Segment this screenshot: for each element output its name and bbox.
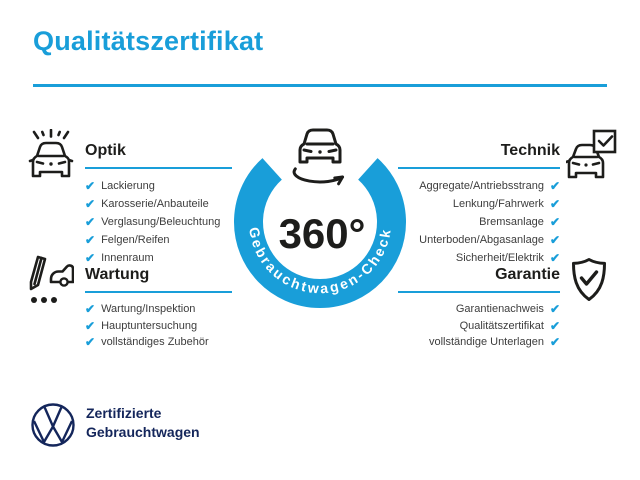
- list-item: Garantienachweis ✔: [398, 301, 560, 318]
- section-technik: Technik Aggregate/Antriebsstrang ✔ Lenkun…: [398, 142, 560, 267]
- vw-logo: [31, 403, 75, 447]
- check-icon: ✔: [85, 179, 96, 193]
- brand-claim: Zertifizierte Gebrauchtwagen: [86, 404, 200, 442]
- list-item: ✔ Karosserie/Anbauteile: [85, 195, 232, 213]
- list-item: Aggregate/Antriebsstrang ✔: [398, 177, 560, 195]
- car-checkbox-icon: [566, 129, 617, 179]
- list-item: ✔ Innenraum: [85, 249, 232, 267]
- item-label: Sicherheit/Elektrik: [455, 252, 544, 264]
- check-icon: ✔: [549, 251, 560, 265]
- section-garantie: Garantie Garantienachweis ✔ Qualitätszert…: [398, 266, 560, 351]
- item-label: Felgen/Reifen: [101, 234, 170, 246]
- item-label: vollständige Unterlagen: [428, 336, 544, 349]
- list-item: ✔ Wartung/Inspektion: [85, 301, 232, 318]
- check-icon: ✔: [549, 197, 560, 211]
- header-divider: [33, 84, 607, 87]
- list-item: ✔ Hauptuntersuchung: [85, 318, 232, 335]
- check-icon: ✔: [549, 233, 560, 247]
- section-title-optik: Optik: [85, 142, 232, 169]
- section-optik: Optik ✔ Lackierung ✔ Karosserie/Anbauteile…: [85, 142, 232, 267]
- wartung-item-list: ✔ Wartung/Inspektion ✔ Hauptuntersuchung ✔…: [85, 301, 232, 351]
- check-icon: ✔: [549, 179, 560, 193]
- checklist-pencil-car-icon: [29, 255, 74, 303]
- item-label: Garantienachweis: [455, 303, 544, 316]
- item-label: Hauptuntersuchung: [101, 319, 198, 332]
- check-icon: ✔: [85, 302, 96, 317]
- rotating-car-icon: [292, 128, 344, 186]
- section-wartung: Wartung ✔ Wartung/Inspektion ✔ Hauptunters…: [85, 266, 232, 351]
- item-label: Innenraum: [101, 252, 154, 264]
- check-icon: ✔: [549, 318, 560, 333]
- check-icon: ✔: [549, 215, 560, 229]
- section-title-wartung: Wartung: [85, 266, 232, 293]
- check-icon: ✔: [85, 197, 96, 211]
- item-label: Wartung/Inspektion: [101, 303, 196, 316]
- list-item: Lenkung/Fahrwerk ✔: [398, 195, 560, 213]
- badge-value: 360°: [279, 210, 366, 257]
- list-item: ✔ Felgen/Reifen: [85, 231, 232, 249]
- shiny-car-icon: [28, 129, 74, 178]
- list-item: Bremsanlage ✔: [398, 213, 560, 231]
- item-label: Unterboden/Abgasanlage: [419, 234, 544, 246]
- check-icon: ✔: [85, 318, 96, 333]
- list-item: Sicherheit/Elektrik ✔: [398, 249, 560, 267]
- garantie-item-list: Garantienachweis ✔ Qualitätszertifikat ✔ v…: [398, 301, 560, 351]
- list-item: Unterboden/Abgasanlage ✔: [398, 231, 560, 249]
- list-item: vollständige Unterlagen ✔: [398, 334, 560, 351]
- optik-item-list: ✔ Lackierung ✔ Karosserie/Anbauteile ✔ Verg…: [85, 177, 232, 267]
- item-label: Bremsanlage: [479, 216, 544, 228]
- page-title: Qualitätszertifikat: [33, 26, 264, 56]
- check-icon: ✔: [85, 233, 96, 247]
- item-label: Lenkung/Fahrwerk: [452, 198, 544, 210]
- list-item: ✔ Verglasung/Beleuchtung: [85, 213, 232, 231]
- item-label: Qualitätszertifikat: [459, 319, 544, 332]
- check-icon: ✔: [85, 215, 96, 229]
- brand-claim-line1: Zertifizierte: [86, 405, 162, 421]
- item-label: Verglasung/Beleuchtung: [101, 216, 221, 228]
- list-item: Qualitätszertifikat ✔: [398, 318, 560, 335]
- technik-item-list: Aggregate/Antriebsstrang ✔ Lenkung/Fahrwe…: [398, 177, 560, 267]
- item-label: vollständiges Zubehör: [101, 336, 209, 349]
- list-item: ✔ vollständiges Zubehör: [85, 334, 232, 351]
- section-title-garantie: Garantie: [398, 266, 560, 293]
- check-icon: ✔: [549, 335, 560, 350]
- check-icon: ✔: [85, 335, 96, 350]
- item-label: Lackierung: [101, 180, 155, 192]
- list-item: ✔ Lackierung: [85, 177, 232, 195]
- 360-check-badge: Gebrauchtwagen-Check 360°: [234, 158, 406, 308]
- brand-claim-line2: Gebrauchtwagen: [86, 424, 200, 440]
- check-icon: ✔: [85, 251, 96, 265]
- item-label: Aggregate/Antriebsstrang: [419, 180, 544, 192]
- item-label: Karosserie/Anbauteile: [101, 198, 209, 210]
- shield-check-icon: [572, 258, 606, 301]
- check-icon: ✔: [549, 302, 560, 317]
- section-title-technik: Technik: [398, 142, 560, 169]
